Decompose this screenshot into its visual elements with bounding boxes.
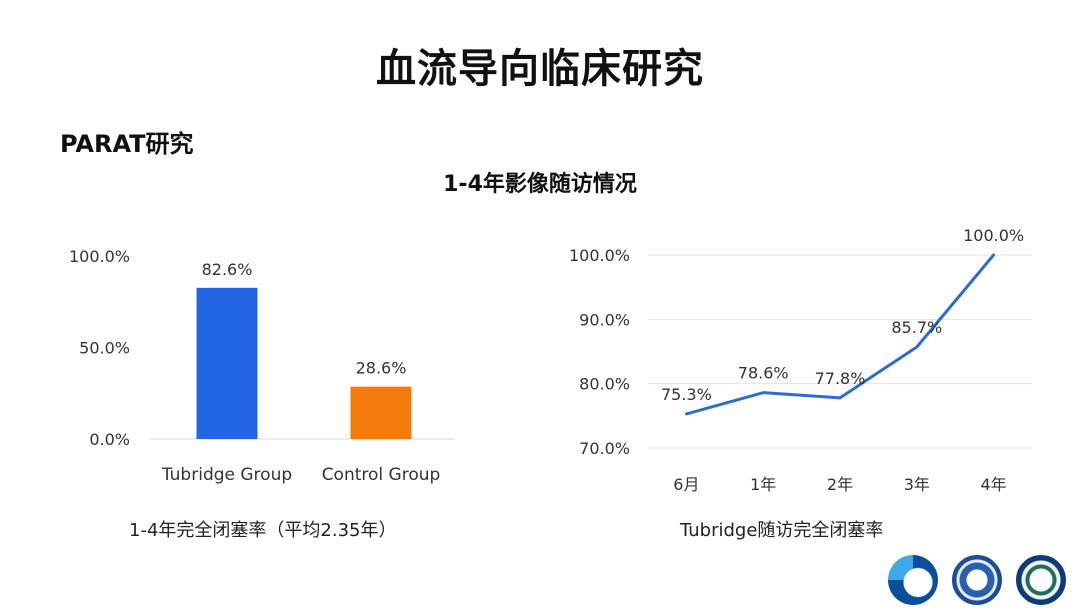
- bar-y-tick-label: 0.0%: [89, 430, 130, 449]
- line-y-tick-label: 100.0%: [569, 246, 630, 265]
- line-y-tick-label: 90.0%: [579, 310, 630, 329]
- line-y-tick-label: 80.0%: [579, 375, 630, 394]
- line-x-tick-label: 3年: [904, 475, 930, 494]
- logo-icon: [888, 555, 938, 605]
- series-line: [684, 253, 996, 416]
- university-seal-icon: [1016, 555, 1066, 605]
- bar-data-label: 82.6%: [202, 260, 253, 279]
- bar-x-tick-label: Tubridge Group: [161, 465, 292, 485]
- section-title: PARAT研究: [60, 130, 194, 158]
- bar-chart: 0.0% 50.0% 100.0% 82.6% Tubridge Group 28.6% C…: [69, 247, 455, 485]
- line-x-tick-label: 4年: [981, 475, 1007, 494]
- line-chart: 70.0% 80.0% 90.0% 100.0% 75.3% 6月 78.6% 1年 77.8%…: [569, 226, 1032, 494]
- bar-chart-caption: 1-4年完全闭塞率（平均2.35年）: [129, 520, 397, 541]
- line-x-tick-label: 6月: [673, 475, 699, 494]
- bar-y-tick-label: 100.0%: [69, 247, 130, 266]
- line-x-tick-label: 1年: [750, 475, 776, 494]
- line-x-tick-label: 2年: [827, 475, 853, 494]
- bar: [196, 287, 258, 439]
- line-data-label: 78.6%: [738, 364, 789, 383]
- page-title: 血流导向临床研究: [376, 46, 704, 92]
- bar: [350, 386, 412, 439]
- chart-heading: 1-4年影像随访情况: [443, 172, 637, 197]
- line-data-label: 100.0%: [963, 226, 1024, 245]
- logo-strip: [888, 555, 1066, 605]
- line-data-label: 75.3%: [661, 385, 712, 404]
- line-y-tick-label: 70.0%: [579, 439, 630, 458]
- bar-data-label: 28.6%: [356, 359, 407, 378]
- bar-y-tick-label: 50.0%: [79, 339, 130, 358]
- hospital-seal-icon: [952, 555, 1002, 605]
- line-chart-caption: Tubridge随访完全闭塞率: [680, 520, 884, 541]
- line-data-label: 77.8%: [815, 369, 866, 388]
- line-data-label: 85.7%: [891, 318, 942, 337]
- bar-x-tick-label: Control Group: [322, 465, 441, 485]
